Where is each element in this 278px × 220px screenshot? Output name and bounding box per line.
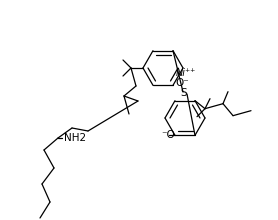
Text: Ni⁺⁺: Ni⁺⁺ bbox=[176, 68, 196, 78]
Text: ⁻O: ⁻O bbox=[161, 130, 175, 140]
Text: NH2: NH2 bbox=[64, 133, 86, 143]
Text: S: S bbox=[181, 88, 187, 98]
Text: O⁻: O⁻ bbox=[175, 78, 189, 88]
